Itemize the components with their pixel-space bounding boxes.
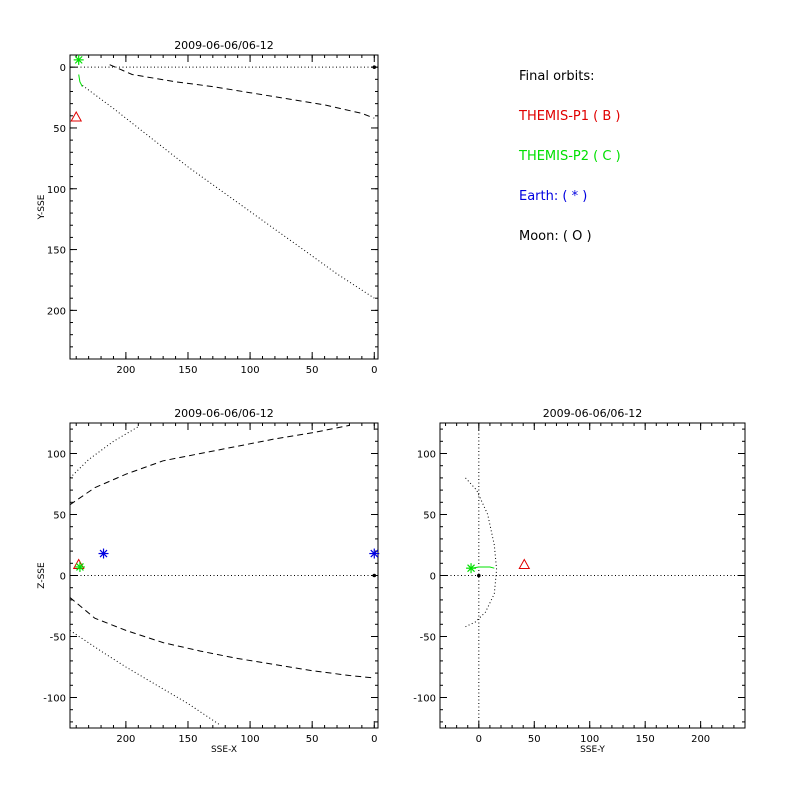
asterisk-marker bbox=[73, 54, 84, 65]
x-tick-label: 0 bbox=[476, 734, 482, 745]
y-tick-label: 100 bbox=[47, 450, 66, 461]
orbit-curve-dotted bbox=[69, 426, 139, 479]
x-axis-label: SSE-X bbox=[211, 745, 237, 755]
triangle-marker bbox=[70, 110, 83, 122]
orbit-curve-solid bbox=[78, 74, 83, 87]
dot-marker bbox=[477, 573, 481, 578]
x-tick-label: 0 bbox=[371, 734, 377, 745]
orbit-curve-dotted bbox=[82, 84, 375, 299]
orbit-curve-dashed bbox=[69, 597, 375, 679]
y-tick-label: 50 bbox=[53, 124, 66, 135]
asterisk-marker bbox=[98, 548, 109, 559]
legend-title: Final orbits: bbox=[519, 69, 595, 84]
dot-marker bbox=[372, 65, 377, 69]
plot-frame bbox=[69, 54, 379, 360]
x-tick-label: 200 bbox=[116, 365, 135, 376]
y-tick-label: 0 bbox=[60, 63, 66, 74]
legend-entry-moon: Moon: ( O ) bbox=[519, 229, 592, 244]
asterisk-marker bbox=[369, 548, 380, 559]
y-tick-label: -50 bbox=[420, 633, 436, 644]
y-axis-label: Z-SSE bbox=[37, 562, 47, 589]
asterisk-marker bbox=[74, 561, 85, 572]
y-tick-label: 100 bbox=[417, 450, 436, 461]
x-tick-label: 0 bbox=[371, 365, 377, 376]
y-tick-label: 0 bbox=[430, 572, 436, 583]
plot-title: 2009-06-06/06-12 bbox=[174, 407, 274, 420]
panel-yz-plot: 2009-06-06/06-12 SSE-Y 0 50 100 150 200 100 50 0 -… bbox=[413, 407, 746, 755]
y-tick-label: 100 bbox=[47, 185, 66, 196]
legend-entry-themis-p1: THEMIS-P1 ( B ) bbox=[518, 109, 621, 124]
x-tick-label: 50 bbox=[306, 365, 319, 376]
asterisk-marker bbox=[466, 563, 477, 574]
legend-entry-earth: Earth: ( * ) bbox=[519, 189, 587, 204]
plot-title: 2009-06-06/06-12 bbox=[174, 39, 274, 52]
y-tick-label: 50 bbox=[423, 511, 436, 522]
y-tick-label: 150 bbox=[47, 246, 66, 257]
x-tick-label: 150 bbox=[636, 734, 655, 745]
y-tick-label: 200 bbox=[47, 306, 66, 317]
orbit-legend: Final orbits: THEMIS-P1 ( B ) THEMIS-P2 … bbox=[518, 69, 621, 244]
triangle-marker bbox=[518, 558, 531, 570]
orbit-curve-dashed bbox=[109, 64, 375, 119]
x-tick-label: 50 bbox=[528, 734, 541, 745]
x-tick-label: 150 bbox=[178, 365, 197, 376]
orbit-curve-dashed bbox=[69, 424, 350, 506]
dot-marker bbox=[372, 573, 377, 578]
x-tick-label: 100 bbox=[241, 734, 260, 745]
y-tick-label: 0 bbox=[60, 572, 66, 583]
x-tick-label: 50 bbox=[306, 734, 319, 745]
x-tick-label: 100 bbox=[580, 734, 599, 745]
legend-entry-themis-p2: THEMIS-P2 ( C ) bbox=[518, 149, 621, 164]
panel-xy-plot: 2009-06-06/06-12 Y-SSE 200 150 100 50 0 0 50 100 1… bbox=[37, 39, 379, 376]
x-tick-label: 150 bbox=[178, 734, 197, 745]
x-tick-label: 200 bbox=[691, 734, 710, 745]
orbit-curve-dotted bbox=[465, 477, 498, 628]
orbit-curve-dotted bbox=[69, 629, 220, 725]
y-tick-label: -100 bbox=[43, 694, 66, 705]
y-tick-label: 50 bbox=[53, 511, 66, 522]
x-tick-label: 200 bbox=[116, 734, 135, 745]
x-axis-label: SSE-Y bbox=[580, 745, 605, 755]
y-axis-label: Y-SSE bbox=[37, 194, 47, 220]
x-tick-label: 100 bbox=[241, 365, 260, 376]
plot-title: 2009-06-06/06-12 bbox=[543, 407, 643, 420]
y-tick-label: -100 bbox=[413, 694, 436, 705]
y-tick-label: -50 bbox=[50, 633, 66, 644]
panel-xz-plot: 2009-06-06/06-12 SSE-X Z-SSE 200 150 100 50 0 10… bbox=[37, 407, 380, 755]
